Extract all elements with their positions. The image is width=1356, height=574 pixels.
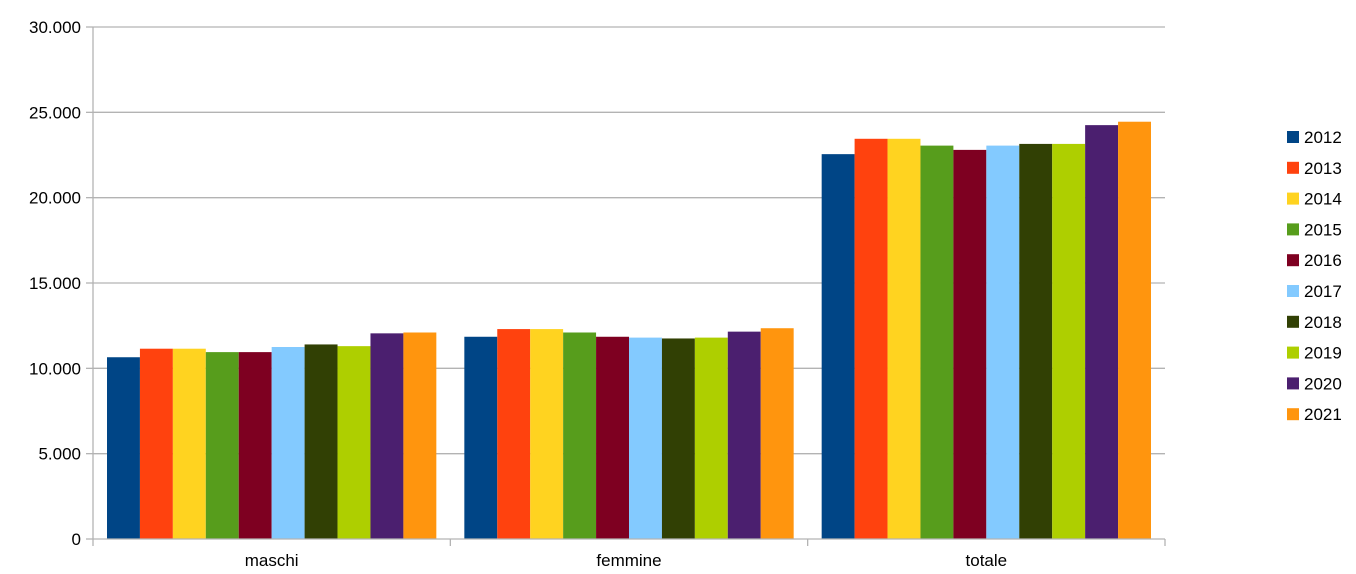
bar-totale-2020 — [1085, 125, 1119, 539]
bar-femmine-2014 — [530, 329, 564, 539]
bar-femmine-2015 — [563, 332, 597, 539]
legend-label: 2012 — [1304, 128, 1342, 147]
bar-totale-2021 — [1118, 121, 1151, 539]
legend-swatch — [1287, 223, 1299, 236]
legend-swatch — [1287, 408, 1299, 421]
legend-label: 2016 — [1304, 251, 1342, 270]
bar-maschi-2015 — [205, 352, 239, 539]
x-category-label: totale — [966, 551, 1008, 570]
bar-totale-2014 — [887, 138, 921, 539]
bar-femmine-2016 — [596, 336, 629, 539]
bar-totale-2019 — [1052, 143, 1086, 539]
bar-totale-2016 — [953, 149, 987, 539]
bar-totale-2013 — [854, 138, 888, 539]
y-tick-label: 0 — [72, 530, 81, 549]
bar-femmine-2021 — [760, 328, 794, 539]
bar-maschi-2020 — [370, 333, 404, 539]
bar-maschi-2013 — [139, 348, 173, 539]
x-category-label: maschi — [245, 551, 299, 570]
legend-label: 2014 — [1304, 190, 1342, 209]
bar-totale-2017 — [986, 145, 1020, 539]
legend-swatch — [1287, 254, 1299, 267]
legend-swatch — [1287, 131, 1299, 143]
bar-maschi-2014 — [172, 348, 206, 539]
bar-femmine-2018 — [661, 338, 695, 539]
bar-maschi-2012 — [107, 357, 140, 539]
legend-label: 2020 — [1304, 374, 1342, 393]
y-tick-label: 5.000 — [38, 445, 81, 464]
y-axis-ticks: 0 5.000 10.000 15.000 20.000 25.000 30.000 — [29, 18, 93, 549]
bar-femmine-2013 — [497, 329, 531, 539]
legend-label: 2019 — [1304, 344, 1342, 363]
y-tick-label: 25.000 — [29, 103, 81, 122]
bar-totale-2012 — [821, 154, 855, 539]
y-tick-label: 10.000 — [29, 359, 81, 378]
legend-swatch — [1287, 377, 1299, 390]
bar-maschi-2018 — [304, 344, 338, 539]
y-tick-label: 15.000 — [29, 274, 81, 293]
legend-label: 2017 — [1304, 282, 1342, 301]
legend-swatch — [1287, 346, 1299, 359]
legend-swatch — [1287, 161, 1299, 174]
y-tick-label: 30.000 — [29, 18, 81, 37]
bars — [107, 121, 1151, 539]
legend-label: 2015 — [1304, 220, 1342, 239]
x-category-label: femmine — [596, 551, 661, 570]
legend-label: 2018 — [1304, 313, 1342, 332]
axes — [92, 27, 1166, 546]
legend-swatch — [1287, 192, 1299, 205]
legend-swatch — [1287, 285, 1299, 297]
legend-label: 2021 — [1304, 405, 1342, 424]
bar-maschi-2019 — [337, 346, 371, 539]
bar-maschi-2021 — [403, 332, 437, 539]
bar-maschi-2017 — [271, 347, 305, 539]
y-tick-label: 20.000 — [29, 189, 81, 208]
bar-femmine-2019 — [694, 337, 728, 539]
bar-femmine-2012 — [464, 336, 498, 539]
bar-femmine-2020 — [727, 331, 761, 539]
bar-maschi-2016 — [238, 352, 272, 539]
legend: 2012 2013 2014 2015 2016 2017 2018 2019 2020 2021 — [1287, 128, 1342, 424]
legend-swatch — [1287, 315, 1299, 328]
bar-femmine-2017 — [629, 337, 662, 539]
legend-label: 2013 — [1304, 159, 1342, 178]
x-axis-categories: maschi femmine totale — [245, 551, 1007, 570]
bar-totale-2015 — [920, 145, 954, 539]
bar-totale-2018 — [1019, 143, 1053, 539]
